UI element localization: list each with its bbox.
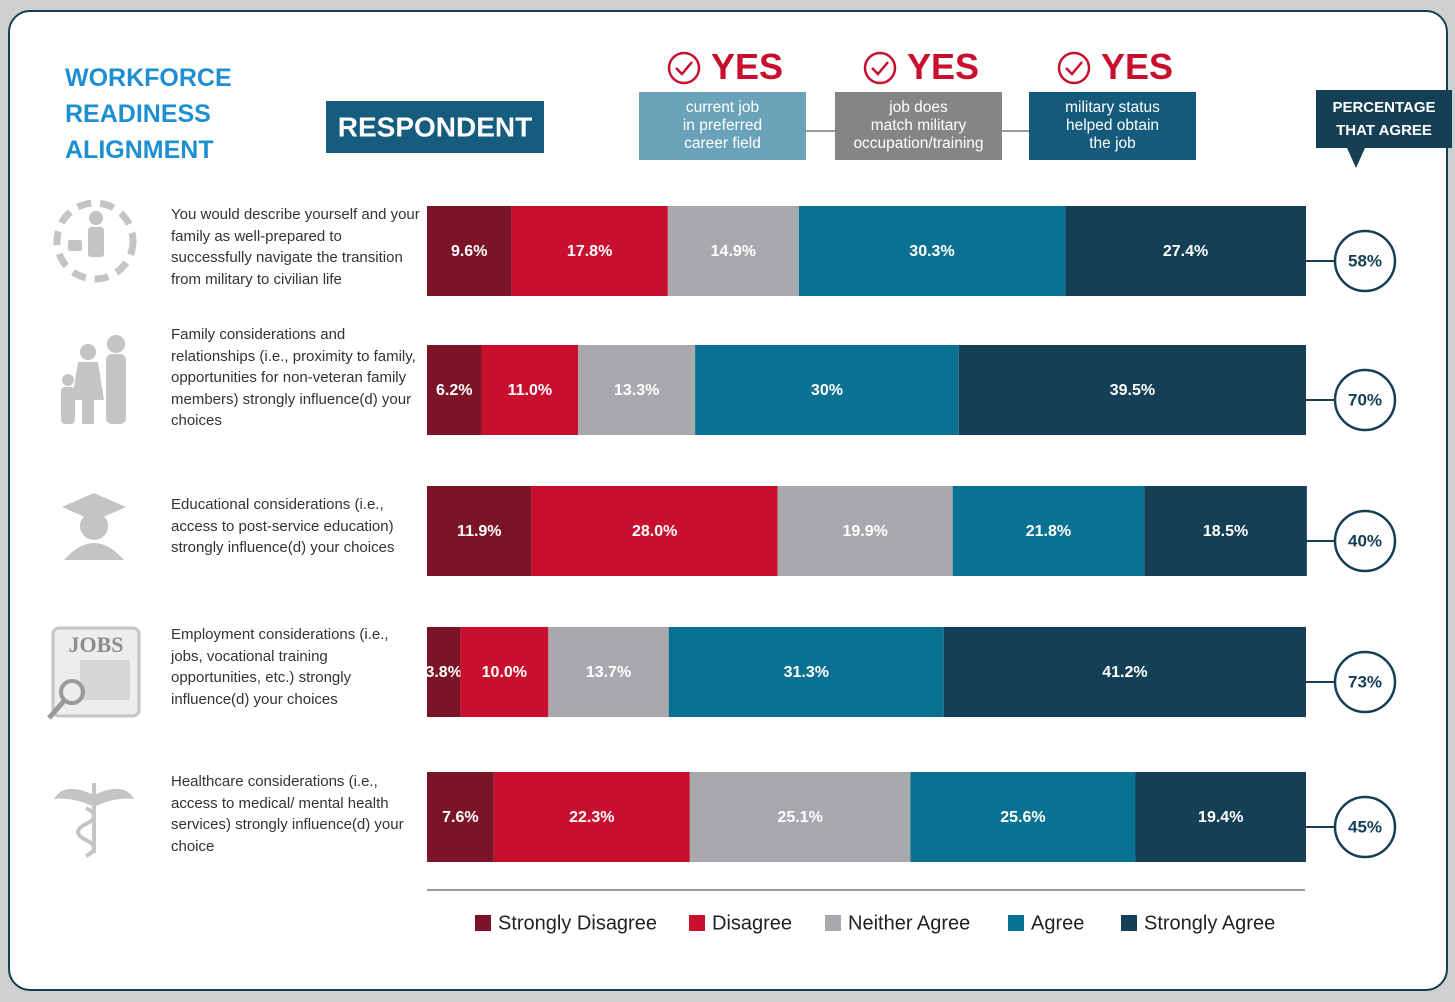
check-icon <box>676 62 692 74</box>
agree-label: 73% <box>1348 672 1382 691</box>
criterion-mark: YES <box>711 46 783 88</box>
agree-label: 45% <box>1348 817 1382 836</box>
legend-label: Agree <box>1031 912 1084 934</box>
row-description: Educational considerations (i.e., access… <box>171 494 421 559</box>
row-description: Family considerations and relationships … <box>171 324 421 432</box>
page: JOBS RESPONDENT 9.6% 17.8% 14.9% 30.3% 27.4%… <box>0 0 1455 1002</box>
bar-label: 11.0% <box>508 382 552 399</box>
transition-icon <box>57 203 133 279</box>
bar-label: 30.3% <box>909 243 954 260</box>
bar-label: 3.8% <box>425 664 461 681</box>
bar-label: 17.8% <box>567 243 612 260</box>
agree-label: 58% <box>1348 251 1382 270</box>
check-icon <box>865 53 895 83</box>
bar-label: 41.2% <box>1102 664 1147 681</box>
bar-label: 25.6% <box>1000 809 1045 826</box>
bar-label: 18.5% <box>1203 523 1248 540</box>
chart-title: WORKFORCE READINESS ALIGNMENT <box>65 60 235 168</box>
agree-header: PERCENTAGE THAT AGREE <box>1318 96 1450 142</box>
criterion-mark: YES <box>1101 46 1173 88</box>
check-icon <box>1066 62 1082 74</box>
legend-swatch <box>1008 915 1024 931</box>
legend-label: Disagree <box>712 912 792 934</box>
bar-label: 9.6% <box>451 243 487 260</box>
criterion-box: current job in preferred career field <box>639 92 806 160</box>
legend-swatch <box>825 915 841 931</box>
agree-label: 40% <box>1348 531 1382 550</box>
jobs-icon-label: JOBS <box>68 632 123 657</box>
bar-label: 22.3% <box>569 809 614 826</box>
bar-label: 31.3% <box>784 664 829 681</box>
bar-label: 13.7% <box>586 664 631 681</box>
family-icon <box>61 335 126 424</box>
criterion-mark: YES <box>907 46 979 88</box>
bar-label: 11.9% <box>457 523 501 540</box>
legend-label: Neither Agree <box>848 912 970 934</box>
bar-label: 25.1% <box>777 809 822 826</box>
agree-label: 70% <box>1348 390 1382 409</box>
check-icon <box>669 53 699 83</box>
bar-label: 21.8% <box>1026 523 1071 540</box>
legend-swatch <box>475 915 491 931</box>
legend-label: Strongly Agree <box>1144 912 1275 934</box>
bar-label: 14.9% <box>711 243 756 260</box>
check-icon <box>1059 53 1089 83</box>
legend-swatch <box>689 915 705 931</box>
graduate-icon <box>62 493 126 560</box>
legend-label: Strongly Disagree <box>498 912 657 934</box>
respondent-label: RESPONDENT <box>338 111 532 142</box>
criterion-box: job does match military occupation/train… <box>835 92 1002 160</box>
bar-label: 28.0% <box>632 523 677 540</box>
criterion-box: military status helped obtain the job <box>1029 92 1196 160</box>
caduceus-icon <box>54 783 134 856</box>
bar-label: 13.3% <box>614 382 659 399</box>
legend-swatch <box>1121 915 1137 931</box>
icons <box>49 203 139 856</box>
agree-header-pointer <box>1347 148 1365 168</box>
bar-label: 19.9% <box>842 523 887 540</box>
bar-label: 39.5% <box>1110 382 1155 399</box>
row-description: Employment considerations (i.e., jobs, v… <box>171 624 421 710</box>
bar-label: 30% <box>811 382 843 399</box>
bar-label: 19.4% <box>1198 809 1243 826</box>
check-icon <box>872 62 888 74</box>
row-description: You would describe yourself and your fam… <box>171 204 421 290</box>
bar-label: 27.4% <box>1163 243 1208 260</box>
bar-label: 6.2% <box>436 382 472 399</box>
bar-label: 7.6% <box>442 809 478 826</box>
row-description: Healthcare considerations (i.e., access … <box>171 771 421 857</box>
bar-label: 10.0% <box>482 664 527 681</box>
